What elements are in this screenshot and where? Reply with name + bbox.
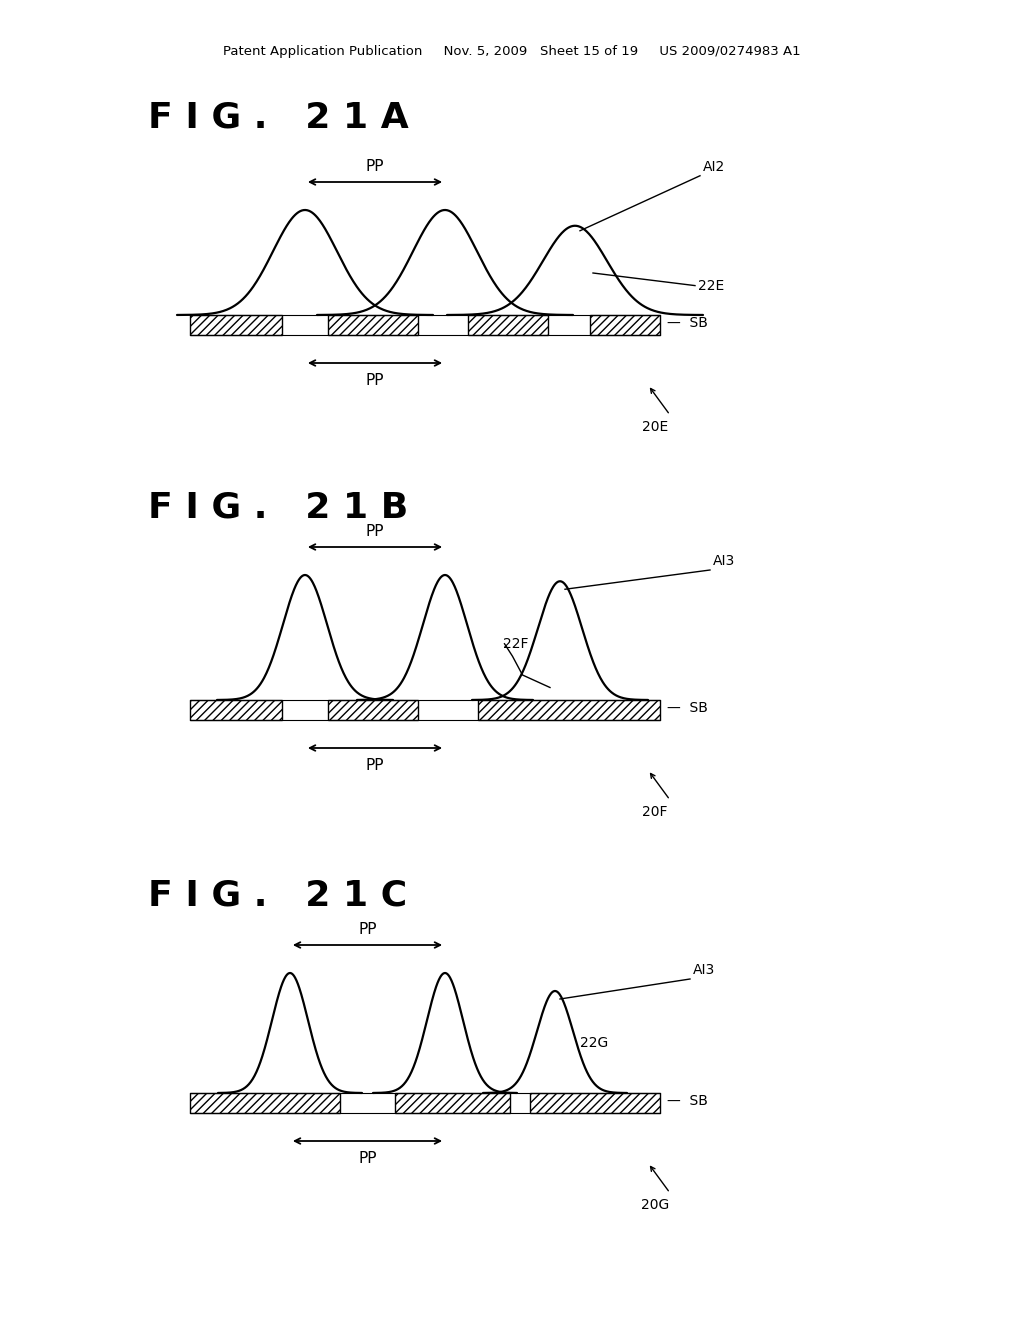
Text: 20E: 20E [642, 420, 668, 434]
Text: 20F: 20F [642, 805, 668, 818]
Bar [478, 700, 660, 719]
Text: PP: PP [358, 1151, 377, 1166]
Bar [468, 315, 548, 335]
Text: PP: PP [366, 524, 384, 539]
Text: 22F: 22F [503, 636, 528, 651]
Bar [468, 315, 548, 335]
Bar [530, 1093, 660, 1113]
Bar [395, 1093, 510, 1113]
Bar [328, 700, 418, 719]
Text: 22E: 22E [698, 279, 724, 293]
Text: AI3: AI3 [693, 964, 715, 977]
Text: 20G: 20G [641, 1199, 669, 1212]
Bar [190, 700, 282, 719]
Text: AI2: AI2 [703, 160, 725, 174]
Bar [328, 315, 418, 335]
Bar [190, 1093, 340, 1113]
Bar [530, 1093, 660, 1113]
Text: PP: PP [366, 758, 384, 774]
Text: AI3: AI3 [713, 554, 735, 568]
Bar [590, 315, 660, 335]
Text: —  SB: — SB [667, 315, 708, 330]
Bar [478, 700, 660, 719]
Text: —  SB: — SB [667, 1094, 708, 1107]
Bar [190, 315, 282, 335]
Bar [328, 315, 418, 335]
Text: F I G .   2 1 A: F I G . 2 1 A [148, 100, 409, 135]
Bar [190, 1093, 340, 1113]
Bar [590, 315, 660, 335]
Text: F I G .   2 1 C: F I G . 2 1 C [148, 878, 408, 912]
Text: Patent Application Publication     Nov. 5, 2009   Sheet 15 of 19     US 2009/027: Patent Application Publication Nov. 5, 2… [223, 45, 801, 58]
Text: 22G: 22G [580, 1036, 608, 1049]
Bar [328, 700, 418, 719]
Bar [190, 315, 282, 335]
Bar [190, 700, 282, 719]
Text: PP: PP [366, 374, 384, 388]
Text: F I G .   2 1 B: F I G . 2 1 B [148, 490, 409, 524]
Bar [395, 1093, 510, 1113]
Text: —  SB: — SB [667, 701, 708, 715]
Text: PP: PP [358, 921, 377, 937]
Text: PP: PP [366, 158, 384, 174]
